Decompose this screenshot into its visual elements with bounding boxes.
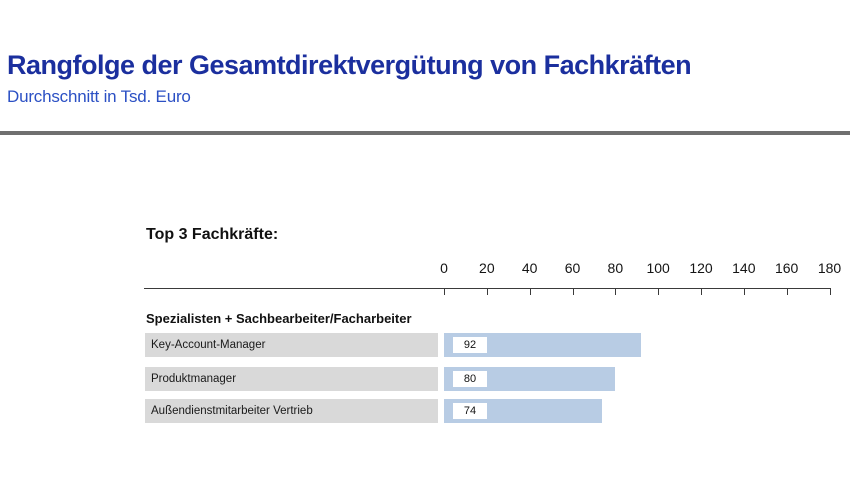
x-axis-tick-label: 20 (479, 260, 495, 276)
value-label: 92 (453, 337, 487, 353)
x-axis-tick (830, 288, 831, 295)
bar: 92 (444, 333, 641, 357)
x-axis-tick (615, 288, 616, 295)
x-axis-tick (658, 288, 659, 295)
header-divider (0, 131, 850, 135)
x-axis-tick-label: 80 (607, 260, 624, 276)
x-axis-tick-label: 160 (774, 260, 799, 276)
x-axis-tick-label: 180 (817, 260, 842, 276)
chart-row: Außendienstmitarbeiter Vertrieb 74 (0, 399, 850, 423)
x-axis-tick (444, 288, 445, 295)
x-axis-tick (573, 288, 574, 295)
x-axis-tick-label: 40 (521, 260, 538, 276)
chart-row: Key-Account-Manager 92 (0, 333, 850, 357)
bar: 80 (444, 367, 615, 391)
x-axis-tick (530, 288, 531, 295)
x-axis-tick (701, 288, 702, 295)
row-label: Außendienstmitarbeiter Vertrieb (145, 399, 438, 423)
x-axis-tick-label: 0 (440, 260, 448, 276)
page-title: Rangfolge der Gesamtdirektvergütung von … (7, 50, 692, 80)
chart-heading: Top 3 Fachkräfte: (146, 226, 279, 243)
x-axis-tick-label: 60 (564, 260, 581, 276)
x-axis-tick (787, 288, 788, 295)
value-label: 80 (453, 371, 487, 387)
row-label: Key-Account-Manager (145, 333, 438, 357)
category-group-label: Spezialisten + Sachbearbeiter/Facharbeit… (146, 311, 412, 326)
chart-row: Produktmanager 80 (0, 367, 850, 391)
x-axis-tick-label: 120 (689, 260, 713, 276)
x-axis-tick-label: 140 (732, 260, 756, 276)
x-axis-tick (744, 288, 745, 295)
x-axis-tick-label: 100 (646, 260, 670, 276)
row-label: Produktmanager (145, 367, 438, 391)
page-subtitle: Durchschnitt in Tsd. Euro (7, 87, 191, 106)
value-label: 74 (453, 403, 487, 419)
x-axis-tick (487, 288, 488, 295)
bar: 74 (444, 399, 602, 423)
